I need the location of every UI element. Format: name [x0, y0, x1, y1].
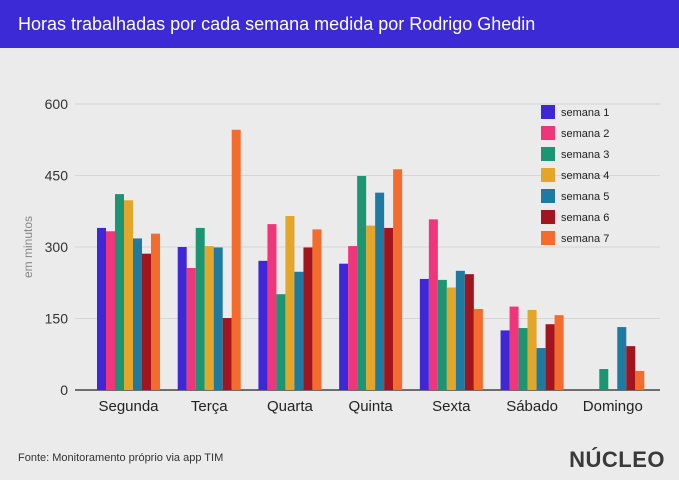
bar-1-5 [222, 318, 232, 390]
bar-4-0 [419, 278, 429, 390]
legend-label: semana 2 [561, 128, 609, 140]
bar-4-3 [446, 287, 456, 390]
bar-5-3 [527, 309, 537, 390]
x-tick-label: Sexta [432, 398, 471, 415]
x-tick-label: Quarta [267, 398, 314, 415]
bar-2-2 [276, 294, 286, 390]
legend-label: semana 4 [561, 170, 609, 182]
bar-3-0 [339, 263, 349, 390]
bar-chart: 0 150 300 450 600 em minutos Segunda Terça Quart… [21, 96, 660, 415]
legend-swatch [541, 231, 555, 245]
chart-title: Horas trabalhadas por cada semana medida… [18, 14, 536, 34]
bar-1-0 [177, 247, 187, 390]
bar-5-2 [518, 328, 528, 390]
bar-2-6 [312, 229, 322, 390]
bar-1-6 [231, 129, 241, 390]
bar-6-5 [626, 346, 636, 390]
legend-swatch [541, 147, 555, 161]
bar-5-1 [509, 306, 519, 390]
bar-5-0 [500, 330, 510, 390]
bar-1-3 [204, 246, 214, 390]
bar-6-6 [635, 370, 645, 390]
bar-4-5 [464, 274, 474, 390]
bar-6-4 [617, 327, 627, 390]
legend-swatch [541, 126, 555, 140]
legend-swatch [541, 105, 555, 119]
bar-3-2 [357, 175, 367, 390]
y-axis-label: em minutos [21, 216, 35, 278]
legend-label: semana 1 [561, 107, 609, 119]
legend-swatch [541, 168, 555, 182]
nucleo-logo: NÚCLEO [569, 447, 665, 472]
y-tick-label: 600 [45, 96, 69, 112]
bar-1-1 [186, 267, 196, 390]
bar-2-3 [285, 216, 295, 390]
bar-2-1 [267, 224, 277, 390]
bar-4-4 [455, 270, 465, 390]
source-note: Fonte: Monitoramento próprio via app TIM [18, 452, 224, 464]
bar-1-4 [213, 247, 223, 390]
bar-4-6 [473, 308, 483, 390]
bar-4-1 [428, 219, 438, 390]
bar-2-0 [258, 260, 268, 390]
legend-label: semana 7 [561, 233, 609, 245]
bar-5-5 [545, 324, 555, 390]
x-tick-label: Terça [191, 398, 228, 415]
legend-swatch [541, 189, 555, 203]
bar-0-0 [97, 227, 106, 390]
bar-0-4 [133, 238, 142, 390]
legend-label: semana 6 [561, 212, 609, 224]
bar-5-4 [536, 348, 546, 390]
bar-3-6 [393, 169, 403, 390]
bar-6-2 [599, 369, 609, 390]
y-tick-label: 150 [45, 311, 69, 327]
bar-2-5 [303, 247, 313, 390]
y-tick-label: 0 [60, 382, 68, 398]
bar-2-4 [294, 271, 304, 390]
bar-0-5 [142, 253, 151, 390]
bar-3-3 [366, 225, 376, 390]
legend-swatch [541, 210, 555, 224]
x-tick-label: Segunda [98, 398, 159, 415]
y-tick-label: 300 [45, 239, 69, 255]
bar-3-5 [384, 227, 394, 390]
x-tick-label: Domingo [583, 398, 643, 415]
bar-0-3 [124, 200, 133, 390]
bar-0-6 [151, 233, 160, 390]
bar-0-1 [106, 231, 115, 390]
legend-label: semana 3 [561, 149, 609, 161]
x-tick-label: Quinta [349, 398, 394, 415]
title-bar: Horas trabalhadas por cada semana medida… [0, 0, 679, 48]
y-tick-label: 450 [45, 168, 69, 184]
bar-1-2 [195, 227, 205, 390]
x-tick-label: Sábado [506, 398, 558, 415]
bar-3-4 [375, 192, 385, 390]
legend-label: semana 5 [561, 191, 609, 203]
bar-3-1 [348, 246, 358, 390]
bar-4-2 [437, 279, 447, 390]
bar-5-6 [554, 315, 564, 390]
bar-0-2 [115, 194, 124, 390]
